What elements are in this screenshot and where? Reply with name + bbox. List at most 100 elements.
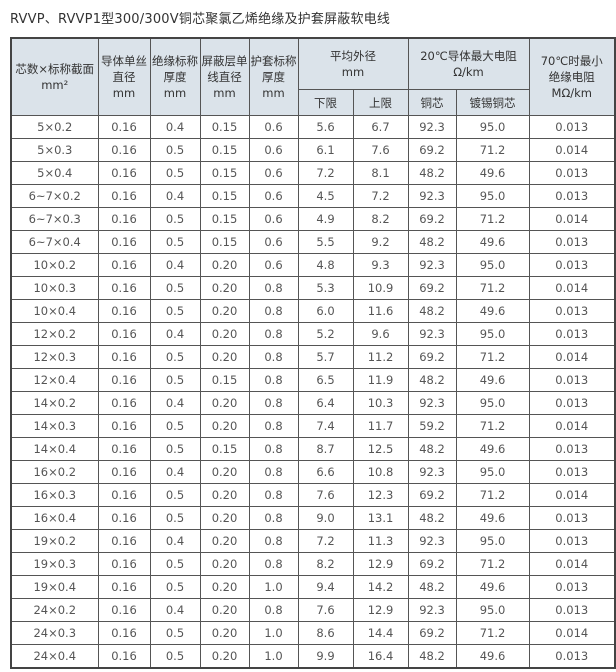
table-cell: 0.8 [248, 483, 299, 507]
table-cell: 0.5 [149, 552, 201, 576]
table-cell: 0.20 [199, 345, 250, 369]
table-cell: 0.16 [97, 391, 151, 415]
table-cell: 48.2 [407, 437, 457, 461]
table-cell: 1.0 [248, 621, 299, 645]
table-row: 5×0.3 0.16 0.5 0.15 0.6 6.1 7.6 69.2 71.2 0.014 [10, 138, 616, 162]
table-row: 24×0.4 0.16 0.5 0.20 1.0 9.9 16.4 48.2 49.6 0.013 [10, 644, 616, 669]
table-cell: 0.6 [248, 230, 299, 254]
table-cell: 0.4 [149, 184, 201, 208]
table-cell: 0.4 [149, 322, 201, 346]
table-cell: 0.20 [199, 621, 250, 645]
table-cell: 92.3 [407, 115, 457, 139]
table-cell: 0.16 [97, 483, 151, 507]
table-cell: 48.2 [407, 161, 457, 185]
table-row: 5×0.2 0.16 0.4 0.15 0.6 5.6 6.7 92.3 95.0 0.013 [10, 115, 616, 139]
table-cell: 95.0 [455, 529, 530, 553]
table-cell: 0.15 [199, 230, 250, 254]
table-cell: 0.013 [528, 529, 616, 553]
table-cell: 0.5 [149, 207, 201, 231]
table-row: 10×0.4 0.16 0.5 0.20 0.8 6.0 11.6 48.2 49.6 0.013 [10, 299, 616, 323]
table-cell: 92.3 [407, 391, 457, 415]
table-cell: 14.2 [352, 575, 409, 599]
page-title: RVVP、RVVP1型300/300V铜芯聚氯乙烯绝缘及护套屏蔽软电线 [10, 12, 391, 27]
table-cell: 0.014 [528, 621, 616, 645]
table-cell: 0.6 [248, 253, 299, 277]
table-cell: 0.014 [528, 276, 616, 300]
table-row: 12×0.2 0.16 0.4 0.20 0.8 5.2 9.6 92.3 95.0 0.013 [10, 322, 616, 346]
table-cell: 0.5 [149, 276, 201, 300]
table-cell: 0.16 [97, 529, 151, 553]
table-cell: 0.16 [97, 437, 151, 461]
table-cell: 0.20 [199, 322, 250, 346]
table-cell: 0.15 [199, 368, 250, 392]
table-row: 19×0.2 0.16 0.4 0.20 0.8 7.2 11.3 92.3 95.0 0.013 [10, 529, 616, 553]
table-cell: 10×0.2 [10, 253, 99, 277]
table-cell: 5.2 [297, 322, 354, 346]
table-cell: 7.2 [297, 161, 354, 185]
table-cell: 7.2 [297, 529, 354, 553]
table-cell: 0.15 [199, 138, 250, 162]
table-cell: 5×0.2 [10, 115, 99, 139]
table-row: 5×0.4 0.16 0.5 0.15 0.6 7.2 8.1 48.2 49.6 0.013 [10, 161, 616, 185]
table-cell: 0.6 [248, 207, 299, 231]
table-cell: 24×0.2 [10, 598, 99, 622]
table-cell: 69.2 [407, 138, 457, 162]
header-wire-diameter: 导体单丝 直径 mm [97, 37, 151, 116]
table-cell: 95.0 [455, 391, 530, 415]
table-cell: 0.014 [528, 345, 616, 369]
header-insulation: 绝缘标称 厚度 mm [149, 37, 201, 116]
table-cell: 9.4 [297, 575, 354, 599]
table-cell: 0.15 [199, 437, 250, 461]
table-row: 14×0.3 0.16 0.5 0.20 0.8 7.4 11.7 59.2 71.2 0.014 [10, 414, 616, 438]
table-cell: 92.3 [407, 529, 457, 553]
table-row: 12×0.4 0.16 0.5 0.15 0.8 6.5 11.9 48.2 49.6 0.013 [10, 368, 616, 392]
table-cell: 0.8 [248, 299, 299, 323]
table-cell: 8.2 [297, 552, 354, 576]
table-cell: 1.0 [248, 575, 299, 599]
table-cell: 5×0.4 [10, 161, 99, 185]
table-cell: 0.16 [97, 414, 151, 438]
table-row: 6~7×0.2 0.16 0.4 0.15 0.6 4.5 7.2 92.3 95.0 0.013 [10, 184, 616, 208]
header-outer-diameter: 平均外径 mm [297, 37, 409, 90]
table-cell: 92.3 [407, 460, 457, 484]
table-cell: 4.5 [297, 184, 354, 208]
table-cell: 48.2 [407, 299, 457, 323]
table-cell: 0.6 [248, 138, 299, 162]
table-cell: 0.16 [97, 230, 151, 254]
table-cell: 0.15 [199, 115, 250, 139]
table-cell: 4.8 [297, 253, 354, 277]
table-cell: 0.8 [248, 460, 299, 484]
table-cell: 0.16 [97, 506, 151, 530]
table-cell: 0.16 [97, 253, 151, 277]
table-cell: 10×0.4 [10, 299, 99, 323]
table-cell: 6.5 [297, 368, 354, 392]
table-cell: 0.16 [97, 207, 151, 231]
table-cell: 0.5 [149, 644, 201, 669]
table-cell: 0.8 [248, 391, 299, 415]
table-cell: 0.16 [97, 115, 151, 139]
table-cell: 0.014 [528, 483, 616, 507]
table-cell: 0.5 [149, 506, 201, 530]
table-cell: 0.20 [199, 644, 250, 669]
table-cell: 14×0.3 [10, 414, 99, 438]
table-cell: 0.5 [149, 437, 201, 461]
header-spec: 芯数×标称截面 mm² [10, 37, 99, 116]
table-cell: 12.5 [352, 437, 409, 461]
table-cell: 49.6 [455, 230, 530, 254]
table-cell: 0.16 [97, 161, 151, 185]
table-cell: 5.3 [297, 276, 354, 300]
table-cell: 16×0.2 [10, 460, 99, 484]
table-cell: 0.16 [97, 621, 151, 645]
table-cell: 0.5 [149, 621, 201, 645]
table-cell: 0.5 [149, 414, 201, 438]
table-cell: 0.013 [528, 230, 616, 254]
table-cell: 69.2 [407, 483, 457, 507]
table-cell: 0.8 [248, 345, 299, 369]
table-cell: 71.2 [455, 207, 530, 231]
table-cell: 0.20 [199, 483, 250, 507]
table-cell: 0.5 [149, 230, 201, 254]
table-cell: 95.0 [455, 322, 530, 346]
table-cell: 0.8 [248, 437, 299, 461]
table-row: 16×0.4 0.16 0.5 0.20 0.8 9.0 13.1 48.2 49.6 0.013 [10, 506, 616, 530]
table-cell: 12×0.3 [10, 345, 99, 369]
